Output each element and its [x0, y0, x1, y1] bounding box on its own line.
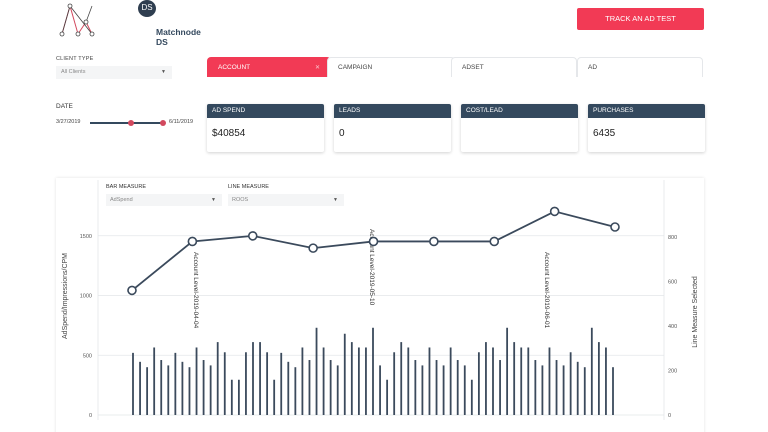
network-logo-icon: [59, 3, 95, 37]
tab-label: AD: [588, 64, 598, 71]
bar-measure-label: BAR MEASURE: [106, 184, 147, 190]
tab-campaign[interactable]: CAMPAIGN: [327, 57, 455, 77]
card-value: 0: [339, 128, 345, 139]
tab-adset[interactable]: ADSET: [451, 57, 577, 77]
brand-name: Matchnode DS: [156, 27, 201, 47]
kpi-card-ad-spend: AD SPEND $40854: [207, 104, 324, 152]
level-tabs: ACCOUNT ✕ CAMPAIGN ADSET AD: [207, 57, 703, 77]
dropdown-arrow-icon: ▼: [333, 197, 338, 203]
card-title: COST/LEAD: [461, 104, 578, 118]
client-type-select[interactable]: All Clients ▼: [56, 66, 172, 79]
client-type-label: CLIENT TYPE: [56, 56, 94, 62]
chart-panel: [56, 178, 704, 432]
date-to: 6/11/2019: [169, 119, 194, 125]
client-type-value: All Clients: [61, 69, 86, 75]
card-value: [461, 118, 578, 128]
date-range-slider[interactable]: [90, 122, 163, 124]
tab-label: CAMPAIGN: [338, 64, 373, 71]
slider-handle-end[interactable]: [160, 120, 166, 126]
card-value: $40854: [212, 128, 246, 139]
dropdown-arrow-icon: ▼: [161, 69, 166, 75]
card-value: 6435: [593, 128, 616, 139]
slider-handle-start[interactable]: [128, 120, 134, 126]
kpi-card-cost-per-lead: COST/LEAD: [461, 104, 578, 152]
brand-logo[interactable]: DS Matchnode DS: [56, 0, 201, 47]
track-ad-test-button[interactable]: TRACK AN AD TEST: [577, 8, 704, 30]
close-icon[interactable]: ✕: [314, 65, 320, 71]
logo-badge: DS: [138, 0, 156, 17]
date-label: DATE: [56, 103, 73, 110]
dropdown-arrow-icon: ▼: [211, 197, 216, 203]
line-measure-label: LINE MEASURE: [228, 184, 269, 190]
bar-measure-select[interactable]: AdSpend ▼: [106, 194, 222, 206]
line-measure-value: ROOS: [232, 197, 249, 203]
tab-ad[interactable]: AD: [577, 57, 703, 77]
card-title: AD SPEND: [207, 104, 324, 118]
tab-label: ADSET: [462, 64, 484, 71]
kpi-card-purchases: PURCHASES 6435: [588, 104, 705, 152]
bar-measure-value: AdSpend: [110, 197, 133, 203]
kpi-card-leads: LEADS 0: [334, 104, 451, 152]
card-title: PURCHASES: [588, 104, 705, 118]
tab-label: ACCOUNT: [218, 64, 251, 71]
card-title: LEADS: [334, 104, 451, 118]
line-measure-select[interactable]: ROOS ▼: [228, 194, 344, 206]
date-from: 3/27/2019: [56, 119, 81, 125]
tab-account[interactable]: ACCOUNT ✕: [207, 57, 331, 77]
